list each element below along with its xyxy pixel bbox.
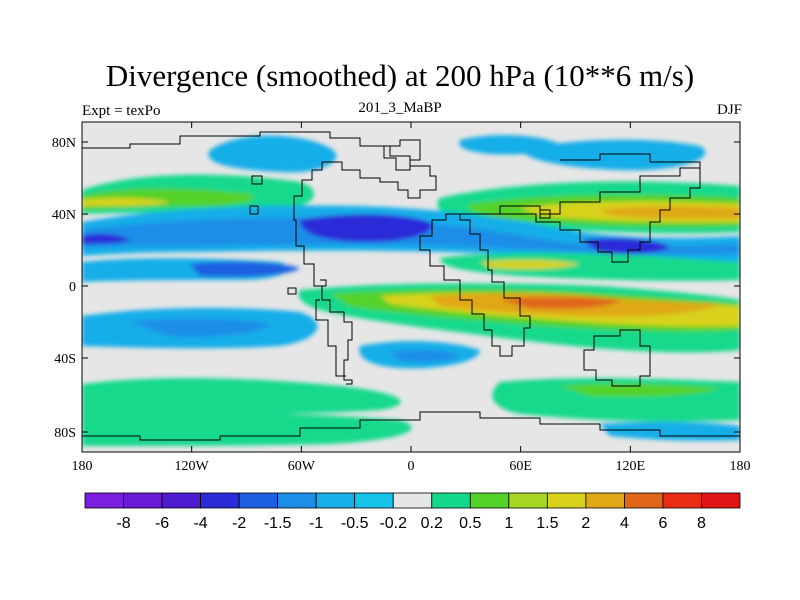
contour-orange-n2 (600, 206, 740, 219)
season-label: DJF (716, 102, 742, 118)
contour-blue-eq (190, 261, 300, 277)
contour-deepblue-n-sub3 (82, 233, 130, 244)
colorbar-swatch (701, 492, 741, 509)
colorbar-swatch (585, 492, 625, 509)
coast-island-3 (287, 287, 297, 295)
colorbar-label: -2 (232, 515, 246, 532)
contour-cyan-north-1 (208, 135, 337, 173)
coast-asia-north (560, 153, 701, 170)
x-tick-label: 60E (509, 459, 532, 474)
x-tick-label: 0 (408, 459, 415, 474)
y-tick-label: 40N (52, 208, 76, 223)
colorbar: -8 -6 -4 -2 -1.5 -1 -0.5 -0.2 0.2 0.5 1 1.5 2 4 6 8 (84, 492, 741, 532)
colorbar-label: -1.5 (264, 515, 292, 532)
colorbar-swatch (315, 492, 356, 509)
colorbar-swatch (84, 492, 124, 509)
contour-yellow-n1 (82, 197, 170, 206)
colorbar-label: -0.2 (379, 515, 407, 532)
colorbar-label: 0.2 (421, 515, 443, 532)
coast-greenland (383, 139, 421, 171)
contour-yellow-eq (480, 259, 580, 270)
colorbar-label: 8 (697, 515, 706, 532)
run-label: 201_3_MaBP (358, 100, 442, 116)
y-axis: 80N 40N 0 40S 80S (52, 136, 740, 441)
coast-island-4 (539, 209, 551, 219)
x-tick-label: 120W (175, 459, 210, 474)
x-tick-label: 60W (288, 459, 316, 474)
colorbar-swatch (662, 492, 702, 509)
colorbar-label: 4 (620, 515, 629, 532)
colorbar-label: -4 (193, 515, 207, 532)
colorbar-swatch (392, 492, 433, 509)
coast-north-america (82, 131, 437, 287)
x-tick-label: 180 (730, 459, 751, 474)
colorbar-swatch (123, 492, 163, 509)
contour-green-s-hi2 (82, 411, 412, 446)
colorbar-label: 1.5 (536, 515, 558, 532)
y-tick-label: 40S (54, 352, 76, 367)
coast-asia (460, 167, 701, 263)
colorbar-label: -0.5 (341, 515, 369, 532)
coast-europe-africa (419, 213, 531, 357)
contour-red-s1 (500, 297, 620, 309)
coastlines (82, 131, 740, 441)
colorbar-swatch (624, 492, 664, 509)
contour-lime-s-hi (560, 383, 720, 397)
colorbar-label: -8 (116, 515, 130, 532)
colorbar-label: -6 (155, 515, 169, 532)
map-title: Divergence (smoothed) at 200 hPa (10**6 … (105, 58, 695, 93)
coast-island-2 (249, 205, 259, 215)
colorbar-swatch (277, 492, 317, 509)
contour-blue-s1 (130, 318, 270, 337)
contour-green-eq (440, 252, 740, 281)
x-tick-label: 120E (616, 459, 646, 474)
contour-green-s-hi (82, 378, 401, 414)
colorbar-swatch (469, 492, 510, 509)
colorbar-swatch (200, 492, 240, 509)
y-tick-label: 80N (52, 136, 76, 151)
colorbar-label: -1 (309, 515, 323, 532)
coast-island-1 (251, 175, 263, 185)
colorbar-label: 0.5 (459, 515, 481, 532)
coast-antarctica (82, 411, 740, 441)
colorbar-label: 2 (581, 515, 590, 532)
y-tick-label: 0 (69, 280, 76, 295)
colorbar-swatch (161, 492, 201, 509)
y-tick-label: 80S (54, 426, 76, 441)
experiment-label: Expt = texPo (82, 103, 161, 119)
contour-cyan-north-2 (520, 139, 706, 171)
colorbar-swatch (431, 492, 471, 509)
coast-south-america-west (315, 299, 346, 377)
colorbar-label: 6 (658, 515, 667, 532)
colorbar-swatch (508, 492, 548, 509)
colorbar-label: 1 (504, 515, 513, 532)
colorbar-swatch (546, 492, 587, 509)
x-axis: 180 120W 60W 0 60E 120E 180 (72, 122, 751, 474)
coast-australia (583, 329, 651, 387)
x-tick-label: 180 (72, 459, 93, 474)
coast-south-america (314, 285, 353, 385)
contour-cyan-north-3 (459, 135, 560, 155)
contour-deepblue-n-sub (300, 214, 432, 242)
contour-blue-s2 (390, 349, 460, 363)
colorbar-swatch (238, 492, 279, 509)
colorbar-swatch (354, 492, 394, 509)
contour-field (82, 122, 740, 452)
